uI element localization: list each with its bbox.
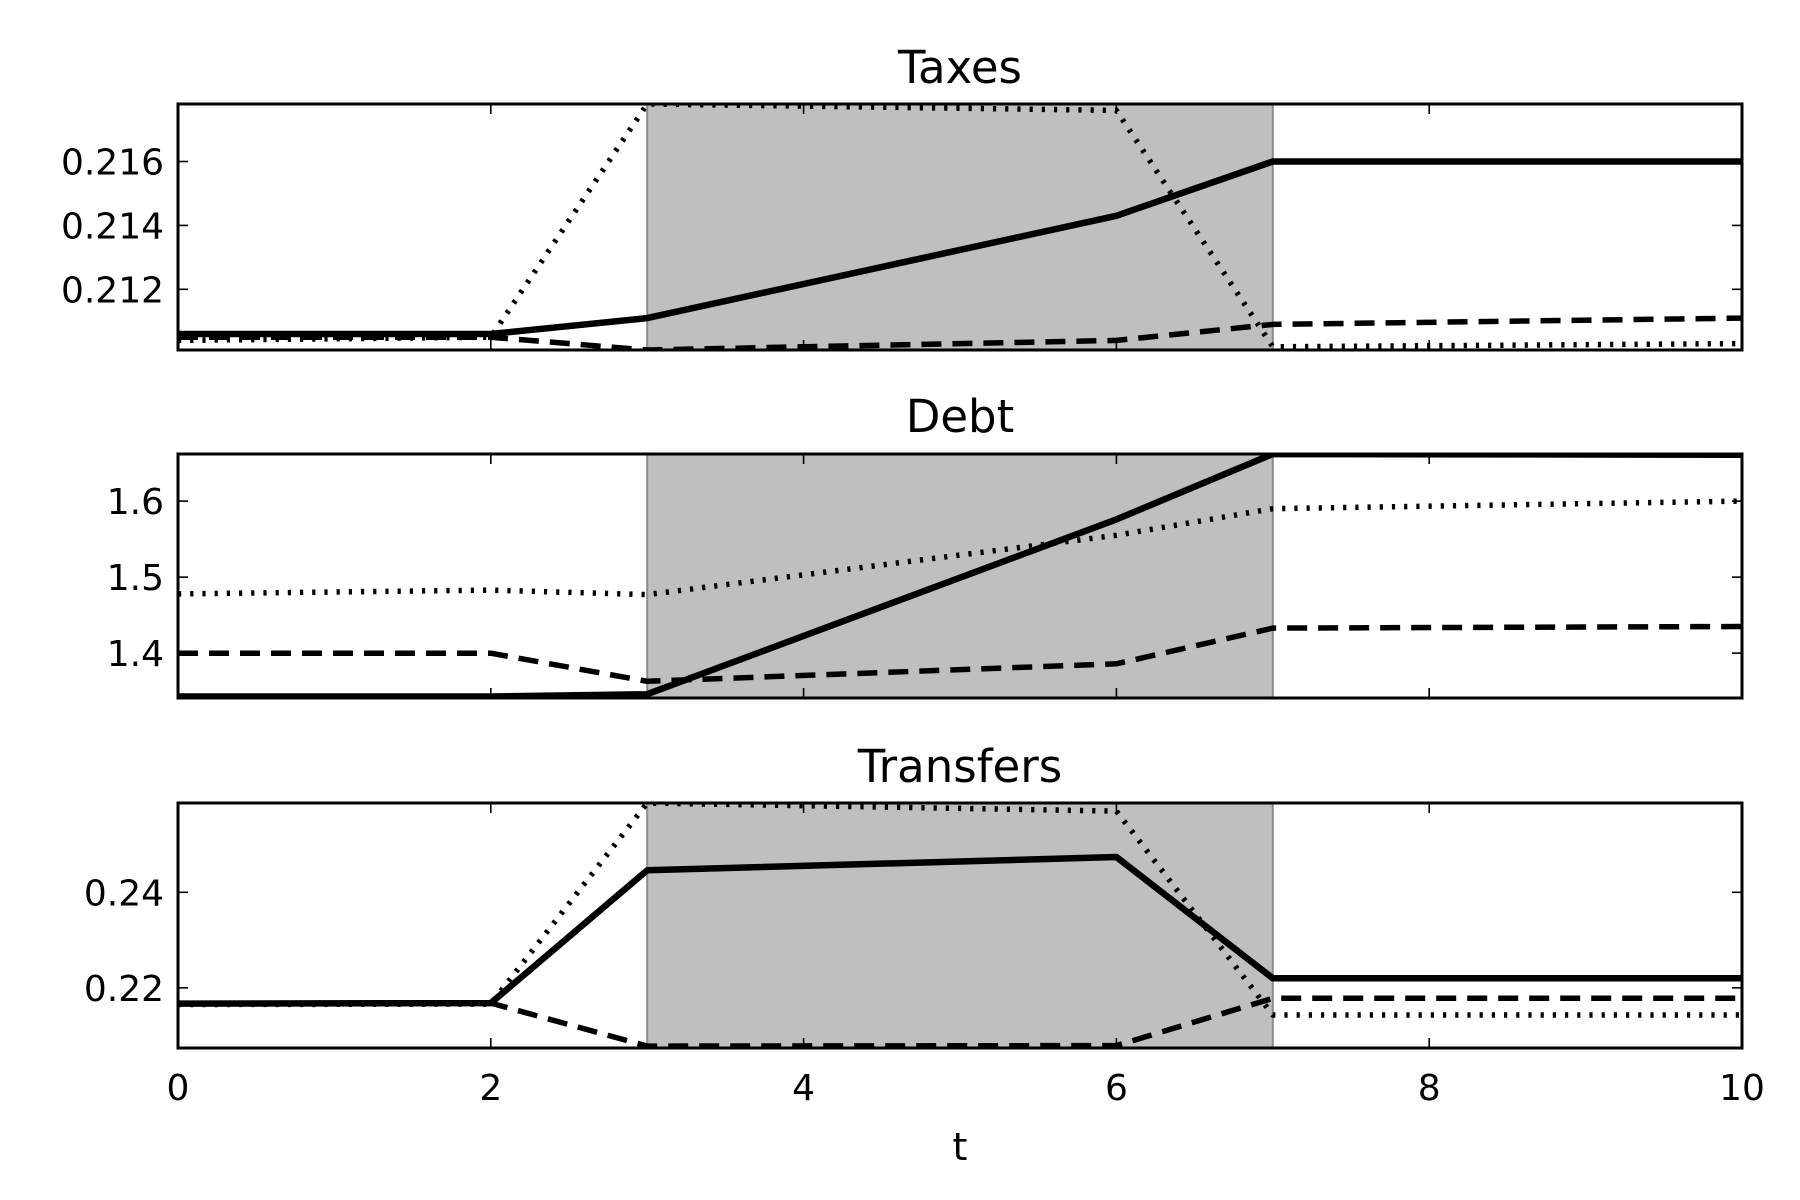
panel-transfers: Transfers 0 2 4 6 8 10 0.22 0.24 t xyxy=(84,740,1765,1169)
taxes-plot-area: 0.212 0.214 0.216 xyxy=(61,102,1744,352)
series-line-solid xyxy=(178,158,1742,338)
x-tick-label: 6 xyxy=(1105,1068,1128,1109)
transfers-plot-area: 0 2 4 6 8 10 0.22 0.24 xyxy=(84,801,1765,1109)
y-tick-label: 1.5 xyxy=(107,558,164,599)
shaded-region xyxy=(646,802,1274,1049)
series-line-dashed xyxy=(178,315,1742,350)
panel-taxes: Taxes 0.212 0.214 0.216 xyxy=(61,41,1744,352)
y-tick-label: 0.212 xyxy=(61,270,164,311)
axes-frame xyxy=(176,102,1744,352)
x-axis-label: t xyxy=(953,1125,968,1169)
x-tick-label: 2 xyxy=(479,1068,502,1109)
y-tick-label: 0.216 xyxy=(61,143,164,184)
axes-frame xyxy=(176,801,1744,1050)
series-line-dashed xyxy=(178,995,1742,1048)
y-tick-label: 0.24 xyxy=(84,873,164,914)
x-tick-label: 4 xyxy=(792,1068,815,1109)
y-tick-label: 0.214 xyxy=(61,206,164,247)
panel-debt: Debt 1.4 1.5 1.6 xyxy=(107,390,1744,700)
y-tick-label: 0.22 xyxy=(84,969,164,1010)
y-tick-label: 1.6 xyxy=(107,482,164,523)
shaded-region xyxy=(646,103,1274,351)
x-tick-label: 10 xyxy=(1719,1068,1765,1109)
axes-frame xyxy=(176,452,1744,700)
panel-title: Taxes xyxy=(897,41,1022,94)
debt-plot-area: 1.4 1.5 1.6 xyxy=(107,452,1744,700)
x-tick-label: 0 xyxy=(167,1068,190,1109)
x-tick-label: 8 xyxy=(1418,1068,1441,1109)
series-line-dashed xyxy=(178,623,1742,685)
y-tick-label: 1.4 xyxy=(107,634,164,675)
panel-title: Transfers xyxy=(857,740,1062,793)
panel-title: Debt xyxy=(906,390,1015,443)
